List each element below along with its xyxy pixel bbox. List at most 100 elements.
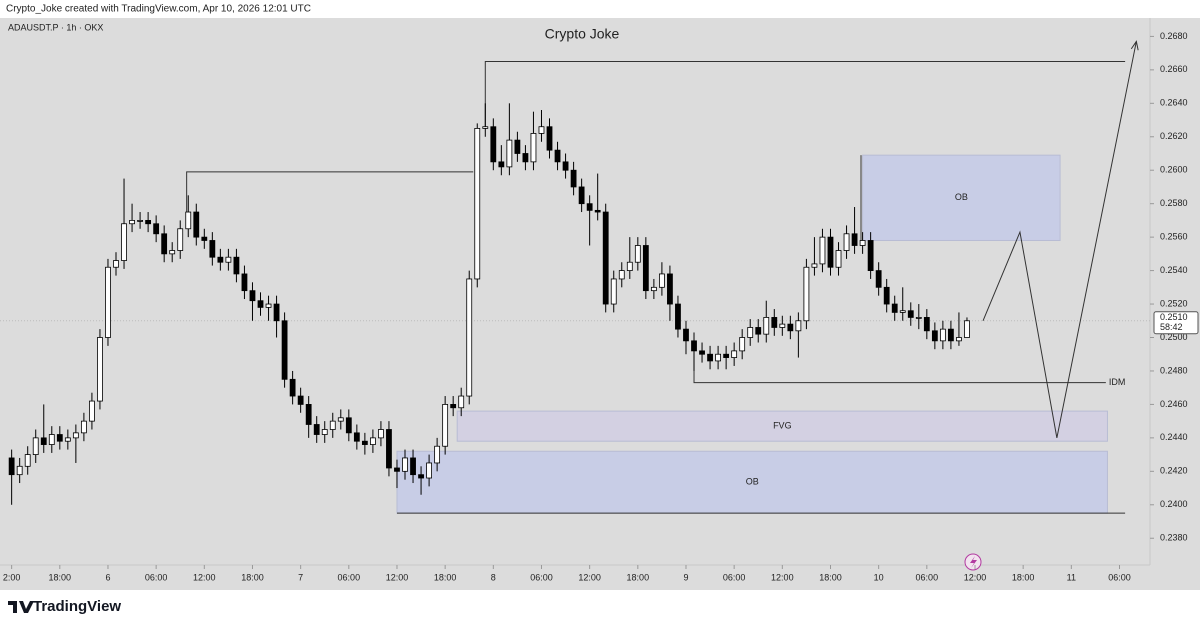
candle-body (442, 404, 449, 447)
chart-title: Crypto Joke (545, 26, 620, 42)
x-tick-label: 18:00 (819, 572, 842, 582)
x-tick-label: 2:00 (3, 572, 21, 582)
annotation-line (186, 171, 474, 221)
candle-body (193, 211, 200, 238)
candle-body (530, 133, 537, 163)
candle-body (185, 211, 192, 230)
candle-body (426, 462, 432, 479)
candle-body (851, 233, 858, 246)
candle-body (506, 139, 513, 168)
candle-body (490, 126, 497, 163)
x-tick-label: 06:00 (916, 572, 939, 582)
annotation-line (982, 41, 1137, 438)
zone (862, 154, 1061, 241)
candle-body (378, 429, 384, 439)
candle-body (361, 440, 368, 445)
zones: OB FVG OB (396, 154, 1108, 514)
x-tick-label: 06:00 (1108, 572, 1131, 582)
candle-body (161, 233, 168, 255)
candle-body (915, 317, 922, 319)
candle-body (64, 437, 71, 442)
candle-body (137, 220, 143, 222)
x-tick-label: 06:00 (530, 572, 553, 582)
candle-body (707, 353, 713, 362)
candle-body (289, 378, 296, 397)
candle-body (554, 149, 561, 163)
candle-body (209, 240, 216, 258)
candle-body (514, 139, 521, 154)
candle-body (369, 437, 376, 445)
x-tick-label: 9 (683, 572, 688, 582)
candle-body (731, 350, 738, 358)
brand-logo (8, 601, 34, 613)
candle-body (249, 290, 256, 302)
candle-body (650, 286, 657, 292)
candle-body (642, 245, 649, 292)
candle-body (618, 270, 625, 280)
candle-body (546, 126, 553, 151)
x-tick-label: 11 (1067, 572, 1076, 582)
candle-body (827, 236, 834, 268)
candle-body (8, 457, 15, 476)
candle-body (803, 266, 810, 322)
y-tick-label: 0.2500 (1160, 332, 1188, 342)
x-tick-label: 12:00 (193, 572, 216, 582)
y-tick-label: 0.2440 (1160, 432, 1188, 442)
candle-body (450, 404, 457, 409)
candle-body (819, 236, 826, 265)
candle-body (562, 161, 569, 171)
zone (456, 410, 1108, 442)
last-price-label: 0.2510 (1160, 312, 1188, 322)
y-tick-label: 0.2580 (1160, 198, 1188, 208)
candle-body (97, 337, 103, 402)
candle-body (610, 278, 617, 305)
candle-body (948, 328, 954, 342)
y-tick-label: 0.2480 (1160, 365, 1188, 375)
candle-body (964, 320, 970, 338)
candle-body (105, 266, 111, 338)
x-tick-label: 06:00 (723, 572, 746, 582)
candle-body (281, 320, 288, 380)
x-tick-label: 12:00 (771, 572, 794, 582)
candle-body (931, 330, 938, 342)
candle-body (683, 328, 689, 342)
candle-body (56, 434, 63, 442)
candle-body (474, 128, 481, 280)
x-tick-label: 18:00 (434, 572, 457, 582)
candle-body (939, 328, 946, 342)
candle-body (80, 420, 87, 434)
x-tick-label: 12:00 (386, 572, 409, 582)
zone-label: OB (746, 477, 759, 487)
x-tick-label: 18:00 (49, 572, 72, 582)
candle-body (843, 233, 850, 251)
candle-body (755, 327, 762, 335)
candle-body (217, 256, 224, 263)
candle-body (337, 417, 344, 422)
candle-body (787, 323, 794, 332)
candle-body (121, 223, 127, 261)
candle-body (201, 236, 208, 241)
candle-body (779, 323, 786, 328)
candle-body (859, 240, 866, 246)
candle-body (329, 420, 336, 430)
zone-label: OB (955, 192, 968, 202)
logo-mark (8, 601, 34, 613)
candle-body (675, 303, 681, 330)
candle-body (699, 350, 705, 355)
zone (396, 450, 1108, 514)
y-tick-label: 0.2620 (1160, 131, 1188, 141)
candle-body (458, 395, 465, 409)
candle-body (715, 353, 721, 362)
candle-body (747, 327, 754, 338)
candle-body (225, 256, 232, 263)
candle-body (482, 126, 489, 129)
candles (8, 103, 970, 505)
candle-body (466, 278, 473, 397)
candle-body (394, 467, 400, 472)
event-icon-bolt (970, 556, 977, 568)
x-tick-label: 06:00 (338, 572, 361, 582)
candle-body (956, 337, 962, 342)
y-tick-label: 0.2660 (1160, 64, 1188, 74)
candle-body (891, 303, 898, 313)
